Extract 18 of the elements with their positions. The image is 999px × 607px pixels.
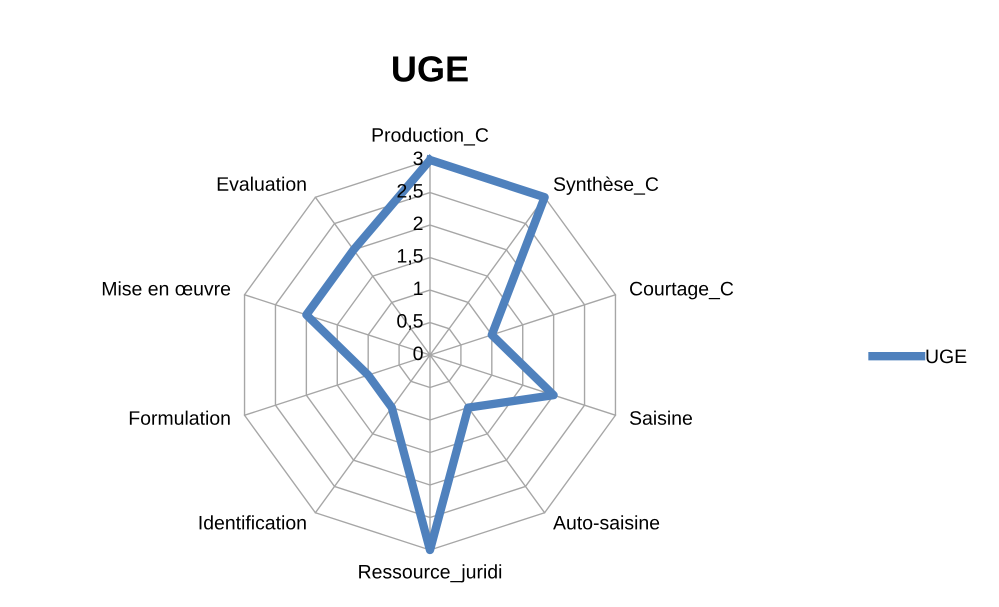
y-tick-label: 1,5	[398, 249, 423, 266]
y-tick-label: 2	[414, 216, 423, 230]
spoke-label: Formulation	[130, 410, 230, 425]
chart-title: UGE	[393, 56, 468, 82]
y-tick-label: 1	[414, 282, 423, 296]
spoke-label: Production_C	[372, 128, 488, 146]
spoke-label: Synthèse_C	[554, 176, 658, 195]
spoke-label: Courtage_C	[630, 282, 734, 300]
y-tick-label: 3	[413, 151, 423, 166]
spoke-label: Ressource_juridi	[359, 564, 502, 582]
spoke-label: Saisine	[630, 410, 692, 425]
spoke-label: Auto-saisine	[553, 515, 660, 530]
spoke-label: Evaluation	[218, 176, 306, 191]
legend-label: UGE	[926, 349, 966, 364]
spoke-label: Identification	[200, 515, 306, 530]
spoke-label: Mise en œuvre	[102, 281, 230, 296]
y-tick-label: 0,5	[397, 314, 423, 330]
y-tick-label: 0	[413, 346, 423, 360]
